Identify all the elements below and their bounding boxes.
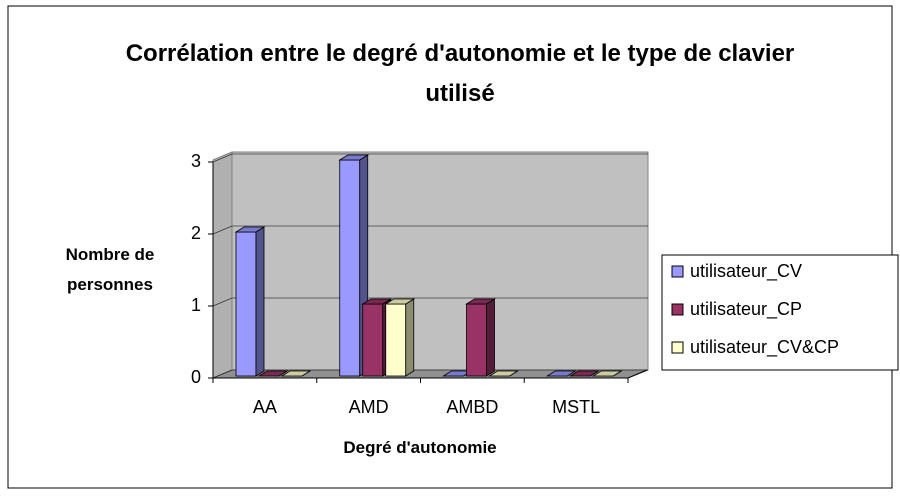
bar-top [280, 370, 312, 377]
legend-swatch [671, 303, 684, 316]
bar-side [486, 298, 495, 377]
bar-top [545, 370, 577, 377]
legend-label: utilisateur_CP [690, 299, 802, 320]
bar-top [338, 154, 370, 161]
bar-top [591, 370, 623, 377]
y-axis-title: Nombre de personnes [65, 245, 155, 294]
y-tick-label: 2 [191, 223, 201, 243]
bar-top [488, 370, 519, 377]
bar-front [362, 303, 384, 377]
x-axis-depth [627, 369, 648, 379]
bar [568, 370, 600, 377]
bar-top [384, 298, 416, 305]
bar-front [235, 231, 257, 377]
bar-top [234, 226, 266, 233]
x-tick-label: AA [253, 397, 277, 417]
y-tick-label: 0 [191, 367, 201, 387]
bar [465, 298, 496, 377]
x-tick-label: AMBD [446, 397, 498, 417]
bar-side [405, 298, 415, 377]
legend-swatch [671, 265, 684, 278]
x-tick-label: AMD [349, 397, 389, 417]
grid-line [212, 225, 233, 235]
grid-line [212, 153, 233, 163]
side-wall [212, 151, 233, 379]
x-axis-title: Degré d'autonomie [343, 438, 497, 457]
bar-top [361, 298, 393, 305]
bar [257, 370, 289, 377]
bar-front [339, 159, 361, 377]
bar-front [466, 303, 487, 377]
x-tick-label: MSTL [552, 397, 600, 417]
back-wall [231, 151, 649, 371]
bar [591, 370, 623, 377]
grid-line [212, 369, 233, 379]
bar-front [385, 303, 407, 377]
bar [280, 370, 312, 377]
bar-side [255, 226, 265, 377]
legend-box [661, 254, 899, 371]
y-tick-label: 3 [191, 151, 201, 171]
grid-line [212, 297, 233, 307]
bar [234, 226, 266, 377]
bar-top [568, 370, 600, 377]
bar [545, 370, 577, 377]
legend-swatch [671, 341, 684, 354]
bar [384, 298, 416, 377]
y-tick-label: 1 [191, 295, 201, 315]
bar [488, 370, 519, 377]
legend-label: utilisateur_CV [690, 261, 802, 282]
bar-top [257, 370, 289, 377]
chart-title: Corrélation entre le degré d'autonomie e… [125, 40, 795, 107]
legend-label: utilisateur_CV&CP [690, 337, 839, 358]
bar-top [465, 298, 496, 305]
